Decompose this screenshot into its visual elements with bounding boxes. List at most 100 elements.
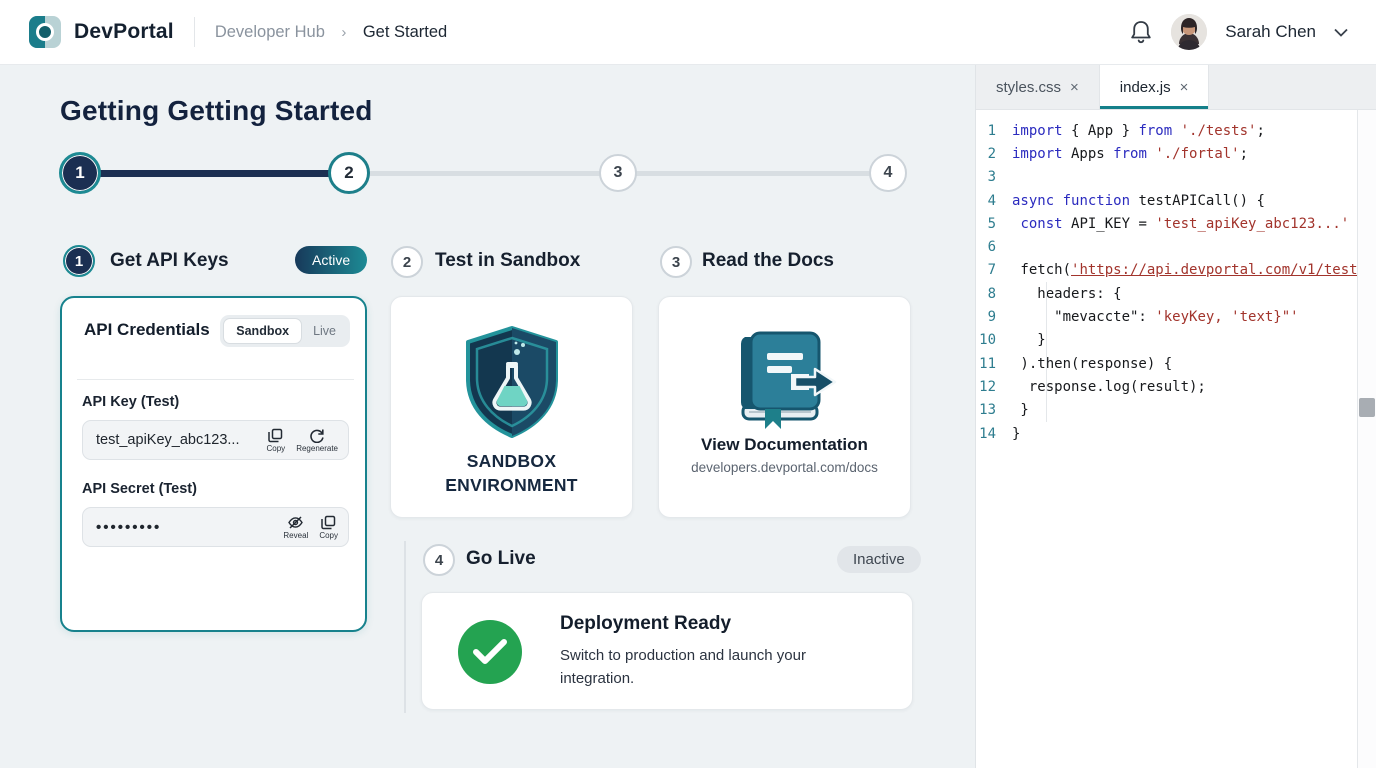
code-text: ).then(response) {	[1012, 355, 1173, 372]
step-1-number: 1	[63, 245, 95, 277]
golive-divider	[404, 541, 406, 713]
close-icon[interactable]: ×	[1070, 78, 1079, 96]
header-divider	[193, 17, 195, 47]
code-text: "mevaccte": 'keyKey, 'text}"'	[1012, 309, 1299, 326]
api-secret-field[interactable]: ••••••••• Reveal	[82, 507, 349, 547]
code-text: import { App } from './tests';	[1012, 122, 1265, 139]
line-number: 9	[987, 309, 996, 326]
copy-icon	[268, 428, 283, 442]
line-number: 4	[987, 192, 996, 209]
breadcrumb-current: Get Started	[362, 22, 448, 41]
deployment-ready-title: Deployment Ready	[560, 613, 732, 634]
code-text: headers: {	[1012, 285, 1122, 302]
editor-tab-bar: styles.css × index.js ×	[976, 65, 1376, 110]
step-1-status-badge: Active	[295, 246, 368, 274]
copy-secret-button[interactable]: Copy	[319, 515, 338, 540]
line-number: 14	[979, 425, 996, 442]
code-text: const API_KEY = 'test_apiKey_abc123...'	[1020, 215, 1350, 232]
eye-off-icon	[288, 515, 304, 529]
stepper-track	[80, 171, 888, 176]
code-line: 6	[976, 235, 1357, 258]
code-line: 5 const API_KEY = 'test_apiKey_abc123...…	[976, 212, 1357, 235]
documentation-book-icon	[740, 331, 836, 429]
code-area[interactable]: 1 import { App } from './tests'; 2 import A…	[976, 110, 1357, 768]
line-number: 10	[979, 332, 996, 349]
top-nav: DevPortal Developer Hub › Get Started	[0, 0, 1376, 65]
brand-name: DevPortal	[74, 20, 174, 43]
code-line: 8 headers: {	[976, 282, 1357, 305]
step-2-number: 2	[391, 246, 423, 278]
scrollbar-thumb[interactable]	[1359, 398, 1375, 417]
stepper-step-4[interactable]: 4	[869, 154, 907, 192]
copy-icon	[321, 515, 336, 529]
code-text: }	[1012, 332, 1046, 349]
line-number: 2	[987, 145, 996, 162]
step-3-number: 3	[660, 246, 692, 278]
code-editor-panel: styles.css × index.js × 1 import { App } …	[975, 65, 1376, 768]
code-line: 3	[976, 166, 1357, 189]
toggle-option-live[interactable]: Live	[313, 324, 336, 338]
docs-card[interactable]: View Documentation developers.devportal.…	[658, 296, 911, 518]
main-content: Getting Getting Started 1 2 3 4 1 Get AP…	[0, 65, 975, 768]
line-number: 8	[987, 285, 996, 302]
api-key-label: API Key (Test)	[82, 394, 180, 410]
code-text: fetch('https://api.devportal.com/v1/test…	[1012, 262, 1357, 279]
devportal-logo-icon	[29, 16, 61, 48]
page-title: Getting Getting Started	[60, 95, 373, 126]
line-number: 5	[987, 215, 996, 232]
step-3-label: Read the Docs	[702, 250, 834, 271]
deployment-ready-description: Switch to production and launch your int…	[560, 647, 806, 687]
docs-card-title: View Documentation	[701, 435, 868, 454]
api-key-field[interactable]: test_apiKey_abc123... Copy	[82, 420, 349, 460]
close-icon[interactable]: ×	[1179, 78, 1189, 96]
step-4-status-badge: Inactive	[837, 546, 921, 573]
code-line: 1 import { App } from './tests';	[976, 119, 1357, 142]
line-number: 11	[979, 355, 996, 372]
api-credentials-card: API Credentials Sandbox Live API Key (Te…	[60, 296, 367, 632]
stepper-step-1[interactable]: 1	[59, 152, 101, 194]
code-text: async function testAPICall() {	[1012, 192, 1265, 209]
step-1-label: Get API Keys	[110, 250, 229, 271]
editor-scrollbar[interactable]	[1357, 110, 1376, 768]
toggle-option-sandbox[interactable]: Sandbox	[223, 318, 303, 344]
code-line: 13 }	[976, 399, 1357, 422]
code-text: }	[1012, 425, 1021, 442]
step-2-label: Test in Sandbox	[435, 250, 581, 271]
deployment-ready-card: Deployment Ready Switch to production an…	[421, 592, 913, 710]
reveal-secret-button[interactable]: Reveal	[283, 515, 308, 540]
docs-card-url[interactable]: developers.devportal.com/docs	[691, 460, 878, 475]
tab-index-js[interactable]: index.js ×	[1098, 65, 1210, 109]
stepper-step-2[interactable]: 2	[328, 152, 370, 194]
code-line: 4 async function testAPICall() {	[976, 189, 1357, 212]
step-4-label: Go Live	[466, 548, 536, 569]
user-name[interactable]: Sarah Chen	[1225, 22, 1316, 41]
code-text: response.log(result);	[1012, 378, 1206, 395]
avatar[interactable]	[1171, 14, 1208, 50]
indent-guide	[1046, 282, 1047, 422]
breadcrumb-section[interactable]: Developer Hub	[214, 22, 325, 41]
stepper-step-3[interactable]: 3	[599, 154, 637, 192]
code-line: 10 }	[976, 329, 1357, 352]
step-4-number: 4	[423, 544, 455, 576]
line-number: 13	[979, 402, 996, 419]
api-secret-value: •••••••••	[96, 518, 162, 536]
brand[interactable]: DevPortal	[28, 15, 174, 49]
regenerate-api-key-button[interactable]: Regenerate	[296, 428, 338, 453]
chevron-down-icon[interactable]	[1334, 28, 1348, 37]
api-secret-label: API Secret (Test)	[82, 481, 197, 497]
copy-api-key-button[interactable]: Copy	[267, 428, 285, 453]
sandbox-card[interactable]: SANDBOX ENVIRONMENT	[390, 296, 633, 518]
notification-bell-icon[interactable]	[1129, 19, 1153, 45]
code-line: 14}	[976, 422, 1357, 445]
regenerate-icon	[310, 429, 324, 443]
card-divider	[77, 379, 354, 380]
line-number: 1	[987, 122, 996, 139]
line-number: 6	[987, 239, 996, 256]
sandbox-shield-flask-icon	[465, 326, 558, 438]
line-number: 12	[979, 378, 996, 395]
api-key-value: test_apiKey_abc123...	[96, 432, 240, 448]
tab-styles-css[interactable]: styles.css ×	[996, 78, 1079, 96]
sandbox-caption: SANDBOX ENVIRONMENT	[445, 451, 578, 495]
stepper-progress	[80, 170, 349, 177]
